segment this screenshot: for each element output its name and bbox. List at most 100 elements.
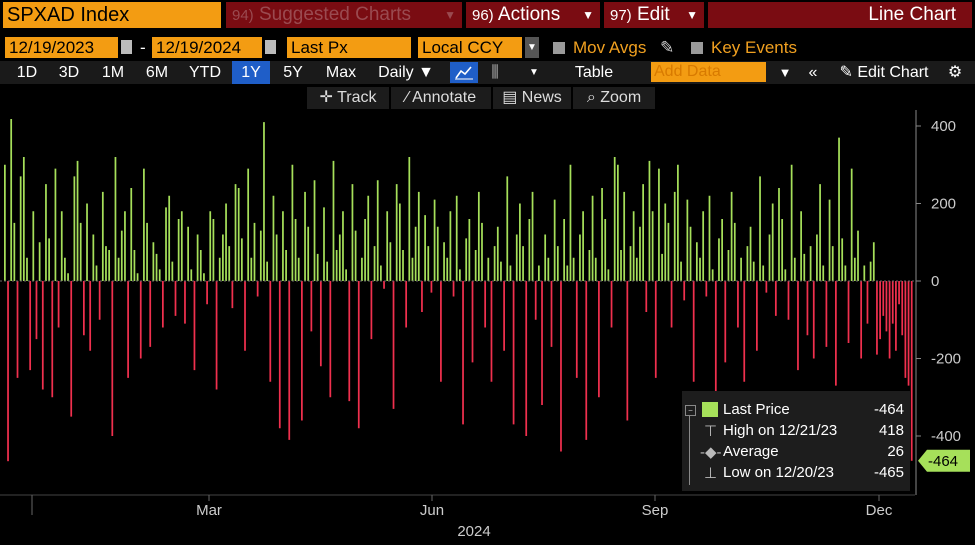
bar bbox=[863, 265, 866, 281]
bar bbox=[841, 238, 844, 282]
filter-icon[interactable]: ▼ bbox=[778, 65, 792, 80]
chevron-down-icon[interactable]: ▼ bbox=[525, 37, 539, 58]
range-max-button[interactable]: Max bbox=[325, 64, 357, 81]
bar bbox=[616, 164, 619, 281]
bar bbox=[354, 230, 357, 282]
range-1y-button[interactable]: 1Y bbox=[232, 61, 270, 84]
end-date-field[interactable]: 12/19/2024 bbox=[152, 37, 262, 58]
bar bbox=[199, 250, 202, 281]
track-button[interactable]: ✛ Track bbox=[307, 87, 389, 109]
range-5y-button[interactable]: 5Y bbox=[283, 64, 303, 81]
bar bbox=[879, 281, 881, 340]
edit-chart-button[interactable]: ✎ Edit Chart bbox=[830, 61, 938, 84]
collapse-icon[interactable]: « bbox=[808, 64, 818, 81]
bar bbox=[86, 203, 88, 281]
bar bbox=[67, 273, 69, 281]
bar bbox=[436, 226, 439, 281]
bar bbox=[408, 157, 411, 281]
x-axis: Mar Jun Sep Dec bbox=[31, 495, 893, 519]
ticker-field[interactable]: SPXAD Index bbox=[3, 2, 221, 28]
bar bbox=[338, 234, 341, 281]
gear-icon[interactable]: ⚙ bbox=[947, 64, 963, 81]
bar bbox=[910, 281, 913, 461]
bar bbox=[733, 222, 736, 282]
add-data-input[interactable]: Add Data bbox=[651, 62, 766, 82]
bar bbox=[433, 199, 436, 282]
bar bbox=[351, 184, 354, 282]
bar bbox=[332, 160, 335, 282]
bar bbox=[866, 281, 869, 324]
bar bbox=[806, 281, 809, 336]
bar bbox=[256, 281, 259, 297]
bar bbox=[380, 265, 382, 281]
bar bbox=[793, 257, 796, 281]
mov-avgs-checkbox[interactable] bbox=[553, 42, 565, 54]
bar bbox=[765, 281, 768, 293]
range-ytd-button[interactable]: YTD bbox=[189, 64, 221, 81]
chevron-down-icon[interactable]: ▼ bbox=[529, 67, 539, 78]
bar bbox=[645, 281, 648, 312]
annotate-button[interactable]: ∕ Annotate bbox=[391, 87, 491, 109]
table-button[interactable]: Table bbox=[574, 64, 614, 81]
zoom-button[interactable]: ⌕ Zoom bbox=[573, 87, 655, 109]
bar bbox=[714, 281, 717, 425]
bar bbox=[632, 211, 635, 281]
bar bbox=[177, 219, 180, 281]
key-events-checkbox[interactable] bbox=[691, 42, 703, 54]
bar bbox=[462, 281, 464, 425]
bar bbox=[348, 281, 351, 402]
bar bbox=[699, 257, 701, 281]
calendar-icon[interactable] bbox=[121, 40, 132, 54]
bar bbox=[566, 265, 569, 281]
bar bbox=[440, 281, 442, 382]
bar bbox=[133, 250, 136, 281]
bar bbox=[127, 281, 129, 378]
bar bbox=[835, 281, 837, 386]
legend-high-value: 418 bbox=[878, 422, 904, 439]
field-selector[interactable]: Last Px bbox=[287, 37, 411, 58]
pencil-icon[interactable]: ✎ bbox=[660, 38, 675, 57]
bar bbox=[689, 226, 692, 281]
range-1d-button[interactable]: 1D bbox=[16, 64, 38, 81]
bar bbox=[547, 257, 550, 281]
candlestick-icon[interactable]: ⫼ bbox=[491, 64, 499, 81]
start-date-field[interactable]: 12/19/2023 bbox=[5, 37, 118, 58]
bar bbox=[857, 230, 859, 282]
suggested-charts-button[interactable]: 94) Suggested Charts ▼ bbox=[226, 2, 462, 28]
actions-button[interactable]: 96) Actions ▼ bbox=[466, 2, 600, 28]
bar bbox=[323, 207, 325, 282]
mov-avgs-label[interactable]: Mov Avgs bbox=[573, 38, 647, 57]
key-events-label[interactable]: Key Events bbox=[711, 38, 797, 57]
bar bbox=[111, 281, 114, 436]
periodicity-dropdown[interactable]: Daily ▼ bbox=[368, 61, 444, 84]
bar bbox=[819, 184, 821, 282]
news-button[interactable]: ▤ News bbox=[493, 87, 571, 109]
bar bbox=[759, 176, 761, 282]
bar bbox=[556, 246, 559, 282]
line-chart-icon[interactable] bbox=[450, 62, 478, 83]
bar bbox=[648, 160, 651, 282]
bar bbox=[667, 222, 670, 282]
bar bbox=[282, 211, 284, 281]
range-3d-button[interactable]: 3D bbox=[58, 64, 80, 81]
range-6m-button[interactable]: 6M bbox=[145, 64, 169, 81]
bar bbox=[329, 281, 332, 398]
actions-label: Actions bbox=[497, 4, 561, 25]
edit-button[interactable]: 97) Edit ▼ bbox=[604, 2, 704, 28]
bar bbox=[60, 211, 63, 281]
bar bbox=[639, 226, 641, 281]
calendar-icon[interactable] bbox=[265, 40, 276, 54]
bar bbox=[771, 203, 774, 281]
bar bbox=[907, 281, 910, 386]
collapse-icon[interactable]: − bbox=[685, 405, 696, 416]
range-1m-button[interactable]: 1M bbox=[101, 64, 125, 81]
bar bbox=[187, 226, 189, 281]
bar bbox=[57, 281, 60, 328]
bar bbox=[626, 281, 629, 421]
last-value-tag-shape bbox=[918, 449, 970, 472]
x-tick-label: Jun bbox=[420, 502, 444, 519]
currency-selector[interactable]: Local CCY bbox=[418, 37, 522, 58]
bar bbox=[781, 219, 784, 281]
bar bbox=[92, 234, 95, 281]
bar bbox=[588, 250, 591, 281]
